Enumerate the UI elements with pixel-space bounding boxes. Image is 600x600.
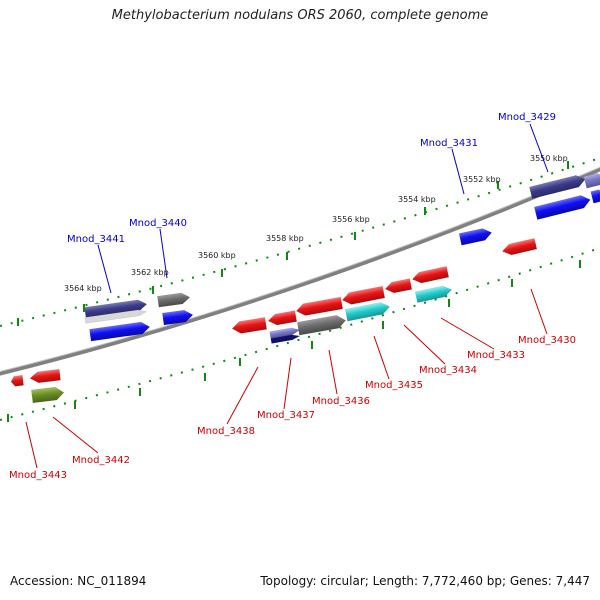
scale-label: 3556 kbp — [332, 215, 370, 224]
leader-line — [403, 324, 446, 365]
gene-label-forward: Mnod_3431 — [420, 138, 478, 149]
gene-label-reverse: Mnod_3435 — [365, 380, 423, 391]
gene-arrow — [458, 228, 493, 246]
gene-arrow — [344, 302, 391, 322]
gene-label-reverse: Mnod_3434 — [419, 365, 477, 376]
accession-text: Accession: NC_011894 — [10, 574, 147, 588]
scale-label: 3562 kbp — [131, 268, 169, 277]
gene-arrow — [411, 266, 450, 284]
gene-arrow — [89, 321, 151, 342]
scale-label: 3550 kbp — [530, 154, 568, 163]
gene-arrow — [270, 334, 301, 344]
scale-label: 3558 kbp — [266, 234, 304, 243]
gene-label-forward: Mnod_3429 — [498, 112, 556, 123]
gene-arrow — [295, 296, 343, 316]
map-title: Methylobacterium nodulans ORS 2060, comp… — [111, 8, 489, 23]
gene-arrow — [31, 386, 65, 404]
leader-line — [226, 366, 259, 425]
genome-backbone — [0, 167, 600, 376]
gene-arrow — [502, 238, 538, 256]
gene-arrow — [414, 285, 453, 303]
gene-label-reverse: Mnod_3438 — [197, 426, 255, 437]
guide-layer — [0, 157, 600, 422]
scale-label: 3564 kbp — [64, 284, 102, 293]
gene-label-forward: Mnod_3441 — [67, 234, 125, 245]
leader-line — [530, 288, 548, 335]
gene-arrow — [529, 175, 586, 199]
leader-line — [451, 148, 465, 195]
gene-arrow — [84, 309, 148, 324]
scale-label: 3560 kbp — [198, 251, 236, 260]
gene-arrow — [269, 327, 301, 339]
gene-arrow — [267, 310, 298, 326]
leader-line — [328, 349, 338, 395]
gene-label-reverse: Mnod_3437 — [257, 410, 315, 421]
leader-line — [97, 244, 112, 294]
leader-line — [159, 228, 168, 279]
leader-line — [440, 317, 495, 350]
leader-line — [373, 335, 390, 380]
gene-arrow — [162, 309, 194, 326]
leader-line — [283, 357, 292, 410]
gene-arrow — [29, 368, 61, 384]
gene-layer — [10, 172, 600, 404]
gene-arrow — [296, 315, 347, 336]
gene-label-reverse: Mnod_3442 — [72, 455, 130, 466]
genome-summary-text: Topology: circular; Length: 7,772,460 bp… — [260, 574, 590, 588]
gene-label-reverse: Mnod_3433 — [467, 350, 525, 361]
gene-arrow — [341, 285, 386, 305]
gene-arrow — [384, 278, 413, 294]
gene-label-reverse: Mnod_3443 — [9, 470, 67, 481]
gene-label-reverse: Mnod_3430 — [518, 335, 576, 346]
leader-line — [529, 123, 549, 173]
gene-label-forward: Mnod_3440 — [129, 218, 187, 229]
leader-line — [52, 416, 99, 454]
gene-arrow — [590, 189, 600, 204]
forward-scale-line — [0, 157, 600, 327]
scale-label: 3554 kbp — [398, 195, 436, 204]
gene-arrow — [10, 375, 24, 387]
gene-arrow — [84, 299, 148, 319]
gene-arrow — [583, 172, 600, 189]
gene-arrow — [533, 195, 591, 220]
label-layer: 3550 kbp 3552 kbp 3554 kbp 3556 kbp 3558 kbp… — [9, 112, 576, 481]
scale-label: 3552 kbp — [463, 175, 501, 184]
gene-label-reverse: Mnod_3436 — [312, 396, 370, 407]
leader-line — [25, 421, 38, 469]
gene-arrow — [157, 292, 191, 308]
gene-arrow — [231, 317, 268, 334]
genome-backbone-highlight — [0, 166, 600, 373]
